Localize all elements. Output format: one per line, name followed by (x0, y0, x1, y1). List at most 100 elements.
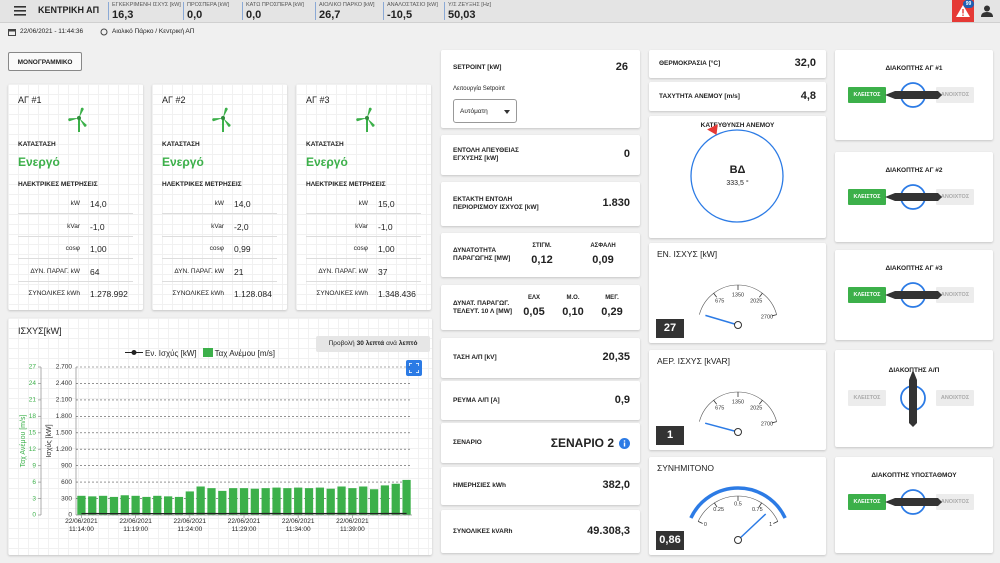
legend-item: Εν. Ισχύς [kW] (125, 349, 197, 358)
card-label: ΕΚΤΑΚΤΗ ΕΝΤΟΛΗ ΠΕΡΙΟΡΙΣΜΟΥ ΙΣΧΥΟΣ [kW] (453, 196, 539, 211)
value-card: ΕΚΤΑΚΤΗ ΕΝΤΟΛΗ ΠΕΡΙΟΡΙΣΜΟΥ ΙΣΧΥΟΣ [kW] 1.… (441, 182, 640, 226)
chart-title: ΙΣΧΥΣ[kW] (18, 326, 62, 336)
fullscreen-button[interactable] (406, 360, 422, 376)
status-value: Ενεργό (162, 155, 204, 169)
single-line-button[interactable]: ΜΟΝΟΓΡΑΜΜΙΚΟ (8, 52, 82, 71)
turbine-tower (222, 118, 224, 132)
legend-dot (131, 350, 137, 355)
weather-label: ΘΕΡΜΟΚΡΑΣΙΑ [°C] (659, 60, 721, 67)
measure-value: -1,0 (90, 221, 105, 232)
column-value: 0,29 (601, 306, 623, 318)
x-tick-label: 22/06/2021 11:24:00 (173, 518, 207, 533)
y2-tick-label: 0 (68, 512, 72, 519)
card-value: 0 (623, 148, 630, 160)
y2-tick-label: 1.500 (56, 429, 73, 436)
measure-label: kVar (67, 222, 80, 230)
close-button[interactable]: ΚΛΕΙΣΤΟΣ (848, 189, 886, 205)
view-button-text: ανά (386, 340, 397, 347)
graphic (212, 107, 231, 132)
turbine-blade (68, 118, 79, 122)
measure-label: cosφ (65, 245, 80, 252)
bar (402, 479, 411, 515)
gauge-tick-label: 1 (769, 522, 772, 528)
gauge-card: ΑΕΡ. ΙΣΧΥΣ [kVAR] 675 1350 2025 2700 1 (649, 350, 826, 450)
graphic (885, 184, 942, 210)
view-button-text: λεπτό (398, 340, 418, 347)
gauge-needle (705, 314, 739, 326)
y-tick-label: 6 (32, 479, 36, 486)
graphic: 0 0.25 0.5 0.75 1 (689, 486, 787, 544)
row-separator (18, 258, 133, 259)
bar (380, 485, 390, 515)
menu-icon-bar (14, 14, 26, 16)
x-tick-label: 22/06/2021 11:19:00 (119, 518, 152, 533)
open-button[interactable]: ΑΝΟΙΧΤΟΣ (936, 87, 974, 103)
warning-dot (962, 14, 964, 16)
info-icon[interactable] (619, 438, 630, 449)
bar (120, 495, 129, 515)
gauge-tick (771, 314, 777, 317)
card-label: ΔΥΝΑΤ. ΠΑΡΑΓΩΓ. ΤΕΛΕΥΤ. 10 Λ [MW] (453, 299, 512, 315)
graphic (981, 5, 993, 17)
location: Αιολικό Πάρκο / Κεντρική ΑΠ (112, 28, 195, 35)
close-button[interactable]: ΚΛΕΙΣΤΟΣ (848, 390, 886, 406)
card-value: 382,0 (602, 479, 630, 491)
turbine-hub (221, 116, 225, 120)
y-tick-label: 21 (29, 397, 37, 404)
open-button[interactable]: ΑΝΟΙΧΤΟΣ (936, 390, 974, 406)
row-separator (18, 213, 133, 214)
bar (142, 496, 151, 515)
legend-inner: Εν. Ισχύς [kW] Ταχ Ανέμου [m/s] (122, 348, 278, 358)
measure-label: cosφ (353, 245, 368, 252)
y-axis-title: Ταχ Ανέμου [m/s] (19, 415, 27, 468)
bar (294, 487, 303, 515)
mode-dropdown[interactable]: Αυτόματη (453, 99, 517, 123)
open-button[interactable]: ΑΝΟΙΧΤΟΣ (936, 494, 974, 510)
gauge-pivot (734, 536, 742, 544)
graphic (900, 370, 926, 427)
card-value: 0,9 (614, 393, 630, 406)
metric-separator (383, 2, 384, 20)
menu-icon-bar (14, 10, 26, 12)
bar (131, 495, 140, 515)
open-button[interactable]: ΑΝΟΙΧΤΟΣ (936, 287, 974, 303)
graphic (356, 107, 375, 132)
card-label: ΣΥΝΟΛΙΚΕΣ kVARh (453, 527, 513, 535)
y-tick-label: 3 (32, 495, 36, 502)
bar (391, 483, 400, 515)
row-separator (162, 235, 277, 237)
metric-label: ΠΡΟΣΠΕΡΑ [kW] (187, 2, 230, 8)
open-button[interactable]: ΑΝΟΙΧΤΟΣ (936, 189, 974, 205)
app-title: ΚΕΝΤΡΙΚΗ ΑΠ (38, 5, 100, 15)
y-tick-label: 27 (29, 364, 37, 371)
switch-title: ΔΙΑΚΟΠΤΗΣ Α/Π (888, 367, 940, 374)
card-label: ΡΕΥΜΑ Α/Π [A] (453, 396, 500, 404)
y-tick-label: 0 (32, 512, 36, 519)
card-label: ΔΥΝΑΤΟΤΗΤΑ ΠΑΡΑΓΩΓΗΣ [MW] (453, 247, 511, 262)
turbine-blade (79, 118, 87, 127)
column-label: ΕΛΧ (527, 295, 540, 301)
switch-handle (885, 91, 942, 99)
setpoint-card: SETPOINT [kW] 26 Λειτουργία Setpoint Αυτόμα… (441, 50, 640, 128)
view-button-text: Προβολή (328, 340, 355, 347)
y2-axis-title: Ισχύς [kW] (45, 424, 53, 457)
section-title: ΗΛΕΚΤΡΙΚΕΣ ΜΕΤΡΗΣΕΙΣ (18, 181, 98, 188)
turbine-blade (367, 107, 372, 118)
y2-tick-label: 2.700 (56, 364, 73, 371)
status-label: ΚΑΤΑΣΤΑΣΗ (162, 141, 200, 148)
close-button[interactable]: ΚΛΕΙΣΤΟΣ (848, 287, 886, 303)
bar (229, 488, 238, 515)
turbine-blade (367, 118, 375, 127)
view-button[interactable]: Προβολή 30 λεπτά ανά λεπτό (316, 336, 430, 352)
close-button[interactable]: ΚΛΕΙΣΤΟΣ (848, 87, 886, 103)
gauge-tick-label: 1350 (732, 399, 744, 405)
switch-card: ΔΙΑΚΟΠΤΗΣ ΑΓ #3 ΚΛΕΙΣΤΟΣ ΑΝΟΙΧΤΟΣ (835, 250, 993, 340)
user-icon-body (981, 12, 993, 17)
graphic (885, 82, 942, 108)
close-button[interactable]: ΚΛΕΙΣΤΟΣ (848, 494, 886, 510)
metric-label: ΑΙΟΛΙΚΟ ΠΑΡΚΟ [kW] (319, 2, 375, 8)
row-separator (306, 258, 421, 259)
measure-label: kW (358, 200, 368, 207)
user-icon-head (984, 5, 990, 12)
